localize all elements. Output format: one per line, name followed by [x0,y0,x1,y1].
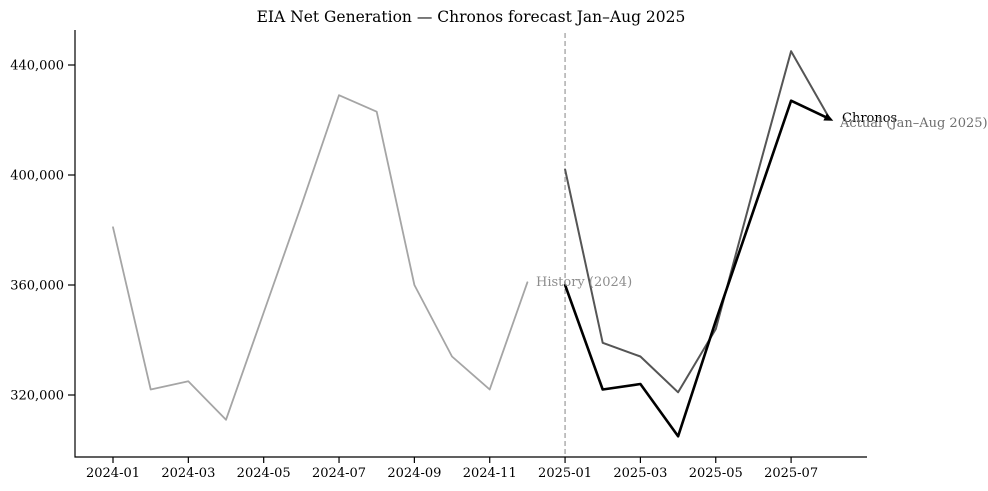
axes: 440,000 400,000 360,000 320,000 2024-01 2024-… [10,30,867,481]
chart-title: EIA Net Generation — Chronos forecast Ja… [257,8,686,26]
y-tick-label: 360,000 [10,279,64,294]
x-tick-label: 2025-03 [613,466,667,481]
x-tick-label: 2024-11 [463,466,517,481]
annotation-history-2024: History (2024) [536,275,632,290]
x-tick-label: 2025-07 [764,466,818,481]
x-tick-label: 2024-07 [312,466,366,481]
x-tick-label: 2024-05 [237,466,291,481]
annotation-chronos: Chronos [842,111,897,126]
x-tick-label: 2024-01 [86,466,140,481]
x-tick-label: 2024-03 [161,466,215,481]
series-line-chronos [563,99,831,438]
annotation-actual-jan-aug-2025: Actual (Jan–Aug 2025) [839,116,988,131]
series-line-history-2024 [112,94,529,421]
y-tick-label: 440,000 [10,58,64,73]
series-line-actual-jan-aug-2025 [564,50,830,394]
y-tick-label: 400,000 [10,168,64,183]
x-tick-label: 2025-01 [538,466,592,481]
x-tick-label: 2025-05 [689,466,743,481]
x-tick-label: 2024-09 [387,466,441,481]
series-lines [112,50,834,438]
axis-spines [74,30,867,458]
chronos-arrow-marker [823,113,834,121]
y-tick-label: 320,000 [10,389,64,404]
